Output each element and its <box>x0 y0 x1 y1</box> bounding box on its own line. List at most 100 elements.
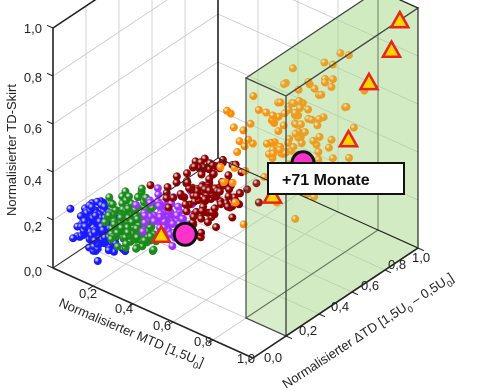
tick-mark <box>127 303 134 308</box>
y-tick-label: 0,2 <box>299 323 317 338</box>
data-point <box>122 239 131 248</box>
data-point <box>215 187 224 196</box>
z-tick-label: 0,6 <box>24 121 42 136</box>
y-axis-title-end: ] <box>445 270 456 285</box>
y-tick-label: 0,8 <box>388 257 406 272</box>
data-point <box>133 193 142 202</box>
data-point <box>233 148 242 156</box>
data-point <box>297 120 305 129</box>
data-point <box>210 204 219 213</box>
data-point <box>140 236 149 245</box>
data-point <box>291 129 300 138</box>
data-point <box>100 202 109 211</box>
data-point <box>172 172 181 181</box>
data-point <box>101 218 109 227</box>
data-point <box>315 132 324 141</box>
data-point <box>90 228 99 237</box>
data-point <box>304 105 313 114</box>
data-point <box>321 78 329 87</box>
data-point <box>276 98 285 107</box>
axis-line <box>52 267 254 359</box>
x-axis-ticks: 0,2 0,4 0,6 0,8 1,0 <box>79 286 255 366</box>
data-point <box>225 185 234 194</box>
data-point <box>185 184 194 193</box>
data-point <box>262 108 271 117</box>
data-point <box>105 193 114 202</box>
data-point <box>146 232 155 241</box>
data-point <box>205 175 214 184</box>
data-point <box>274 127 283 136</box>
data-point <box>235 137 244 146</box>
circle-marker <box>172 221 198 247</box>
data-point <box>149 245 158 254</box>
data-point <box>132 244 141 253</box>
data-point <box>280 80 288 89</box>
grid-line <box>292 0 419 57</box>
data-point <box>254 106 263 114</box>
data-point <box>155 202 163 210</box>
axis-line <box>52 0 97 29</box>
data-point <box>163 183 172 192</box>
grid-line <box>52 0 168 77</box>
data-point <box>192 192 201 200</box>
data-point <box>328 154 337 163</box>
data-point <box>150 217 159 226</box>
data-point <box>117 223 126 232</box>
data-point <box>108 200 117 209</box>
data-point <box>125 192 133 201</box>
data-point <box>307 115 316 124</box>
data-point <box>249 92 258 101</box>
z-axis-title: Normalisierter TD-Skirt <box>4 84 19 216</box>
triangle-marker <box>150 223 172 244</box>
z-tick-label: 0,8 <box>24 70 42 85</box>
data-point <box>140 211 149 220</box>
data-point <box>197 228 206 237</box>
data-point <box>104 246 113 255</box>
data-point <box>132 200 140 209</box>
data-point <box>262 139 271 148</box>
z-axis-ticks: 0,0 0,2 0,4 0,6 0,8 1,0 <box>24 21 42 279</box>
data-point <box>295 97 304 105</box>
data-point <box>310 84 319 93</box>
axis-line <box>252 247 419 359</box>
tick-mark <box>417 247 425 252</box>
data-points <box>66 49 369 265</box>
y-tick-label: 0,0 <box>264 350 282 365</box>
x-axis-title-end: ] <box>197 354 206 369</box>
tick-mark <box>46 216 54 221</box>
triangle-marker <box>337 128 360 148</box>
data-point <box>69 234 78 243</box>
tick-mark <box>87 285 94 290</box>
x-tick-label: 0,2 <box>79 286 97 301</box>
grid-line <box>52 0 96 29</box>
data-point <box>140 218 149 227</box>
y-tick-label: 1,0 <box>412 250 430 265</box>
annotation-text: +71 Monate <box>282 172 370 189</box>
data-point <box>284 105 293 114</box>
data-point <box>176 190 185 198</box>
data-point <box>168 219 177 228</box>
data-point <box>269 149 278 158</box>
data-point <box>181 200 190 209</box>
data-point <box>127 218 136 226</box>
data-point <box>314 155 323 164</box>
data-point <box>168 242 177 251</box>
data-point <box>174 202 183 211</box>
z-tick-label: 0,4 <box>24 173 42 188</box>
x-tick-label: 0,4 <box>115 301 133 316</box>
data-point <box>223 202 232 211</box>
grid-line <box>217 13 419 105</box>
tick-mark <box>247 357 254 362</box>
data-point <box>98 226 107 235</box>
grid-line <box>217 61 419 153</box>
data-point <box>252 179 261 188</box>
tick-mark <box>46 168 54 173</box>
data-point <box>224 192 233 201</box>
annotation-callout: +71 Monate <box>267 162 405 195</box>
data-point <box>315 115 323 124</box>
tick-mark <box>46 72 54 77</box>
data-point <box>224 171 233 180</box>
tick-mark <box>384 269 392 274</box>
annotation-box <box>267 162 405 195</box>
